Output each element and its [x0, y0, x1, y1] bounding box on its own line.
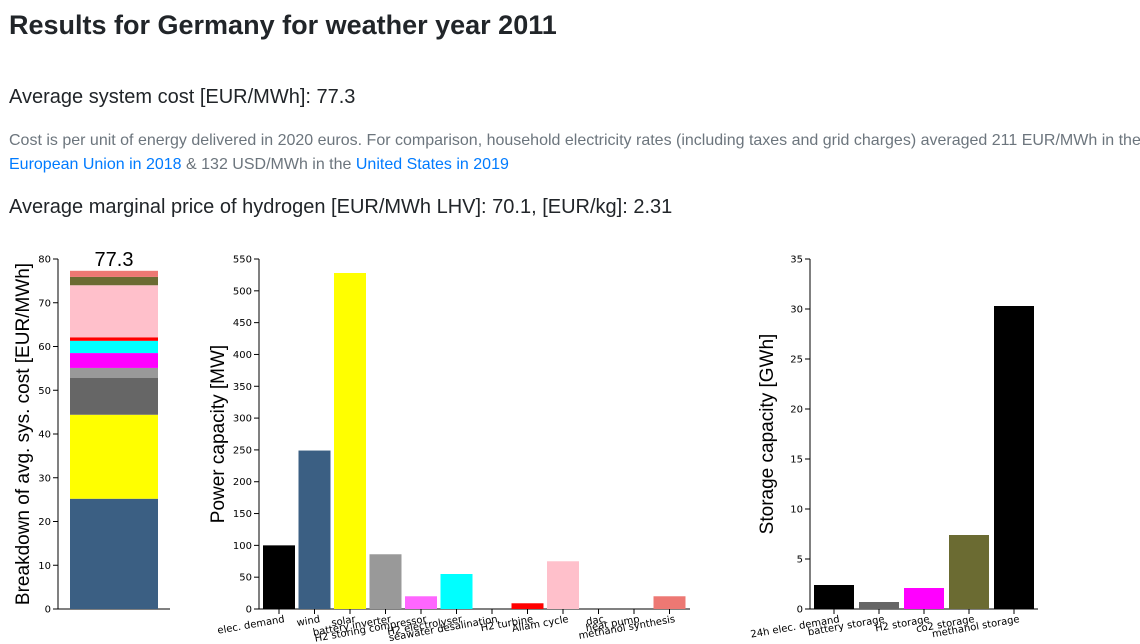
power-chart-bar-4 [405, 596, 437, 609]
storage-chart-y-axis-label: Storage capacity [GWh] [757, 334, 778, 535]
storage-chart-bar-0 [814, 585, 854, 609]
storage-chart-y-tick-label: 25 [790, 355, 803, 366]
description-text-1: Cost is per unit of energy delivered in … [9, 132, 1140, 149]
power-chart-bar-0 [263, 545, 295, 609]
power-chart-y-tick-label: 400 [233, 350, 252, 361]
average-system-cost: Average system cost [EUR/MWh]: 77.3 [9, 86, 356, 108]
storage-chart-bar-2 [904, 588, 944, 609]
storage-chart-y-tick-label: 20 [790, 405, 803, 416]
storage-chart-bar-4 [994, 306, 1034, 609]
cost-total-label: 77.3 [95, 249, 134, 271]
cost-chart-y-axis: 0 10 20 30 40 50 60 70 80 Breakdown of avg. sys. … [13, 255, 59, 616]
page-title: Results for Germany for weather year 201… [9, 10, 557, 40]
cost-chart-y-axis-label: Breakdown of avg. sys. cost [EUR/MWh] [13, 263, 34, 605]
power-chart-bar-1 [298, 450, 331, 609]
power-chart-bar-3 [369, 554, 402, 609]
cost-chart-y-tick-label: 0 [45, 605, 51, 616]
eu-rates-link[interactable]: European Union in 2018 [9, 156, 182, 173]
power-chart-bar-8 [547, 561, 579, 609]
storage-chart-category-label: methanol storage [931, 614, 1020, 640]
power-chart-y-tick-label: 0 [246, 605, 252, 616]
power-chart-y-tick-label: 50 [239, 573, 252, 584]
storage-chart-y-tick-label: 0 [797, 605, 803, 616]
cost-chart-y-tick-label: 80 [38, 255, 51, 266]
cost-description: Cost is per unit of energy delivered in … [9, 129, 1140, 177]
power-chart-y-tick-label: 200 [233, 477, 252, 488]
cost-chart-y-tick-label: 20 [38, 517, 51, 528]
cost-chart-y-tick-label: 30 [38, 473, 51, 484]
power-chart-y-tick-label: 100 [233, 541, 252, 552]
power-chart-y-tick-label: 350 [233, 382, 252, 393]
power-chart-bar-7 [511, 603, 544, 609]
cost-chart-y-tick-label: 50 [38, 386, 51, 397]
power-chart-category-label: wind [296, 614, 321, 629]
cost-segment-2 [70, 378, 158, 415]
storage-chart-y-tick-label: 15 [790, 455, 803, 466]
power-chart-bar-5 [440, 574, 473, 609]
power-chart-bar-11 [653, 596, 686, 609]
cost-segment-8 [70, 276, 158, 286]
power-chart-category-label: solar [331, 614, 358, 629]
cost-chart-y-tick-label: 10 [38, 561, 51, 572]
cost-segment-6 [70, 337, 158, 341]
us-rates-link[interactable]: United States in 2019 [355, 156, 509, 173]
cost-segment-7 [70, 285, 158, 338]
hydrogen-price: Average marginal price of hydrogen [EUR/… [9, 196, 673, 218]
storage-chart-y-tick-label: 5 [797, 555, 803, 566]
cost-segment-0 [70, 498, 158, 609]
cost-chart-y-tick-label: 60 [38, 342, 51, 353]
power-chart-y-tick-label: 250 [233, 445, 252, 456]
power-chart-category-label: dac [585, 614, 605, 628]
storage-chart-y-tick-label: 10 [790, 505, 803, 516]
cost-segment-5 [70, 340, 158, 354]
power-chart-bar-2 [334, 273, 366, 609]
power-chart-y-tick-label: 150 [233, 509, 252, 520]
cost-chart-y-tick-label: 40 [38, 430, 51, 441]
power-chart-y-tick-label: 450 [233, 318, 252, 329]
cost-segment-4 [70, 353, 158, 368]
power-chart-y-axis: 0 50 100 150 200 250 300 350 400 450 500 550 Power c… [208, 255, 260, 616]
description-text-2: & 132 USD/MWh in the [181, 156, 356, 173]
cost-chart-y-tick-label: 70 [38, 298, 51, 309]
storage-chart-y-tick-label: 35 [790, 255, 803, 266]
power-chart-y-tick-label: 500 [233, 286, 252, 297]
power-chart-y-tick-label: 550 [233, 255, 252, 266]
power-chart-y-axis-label: Power capacity [MW] [208, 345, 229, 523]
cost-segment-3 [70, 367, 158, 378]
storage-chart-y-tick-label: 30 [790, 305, 803, 316]
storage-chart-bar-3 [949, 535, 989, 609]
storage-chart-bar-1 [859, 602, 899, 609]
cost-segment-9 [70, 270, 158, 277]
power-chart-category-label: elec. demand [217, 614, 286, 637]
cost-segment-1 [70, 414, 158, 499]
storage-chart-y-axis: 0 5 10 15 20 25 30 35 Storage capacity [GWh] [757, 255, 811, 616]
power-chart-y-tick-label: 300 [233, 414, 252, 425]
